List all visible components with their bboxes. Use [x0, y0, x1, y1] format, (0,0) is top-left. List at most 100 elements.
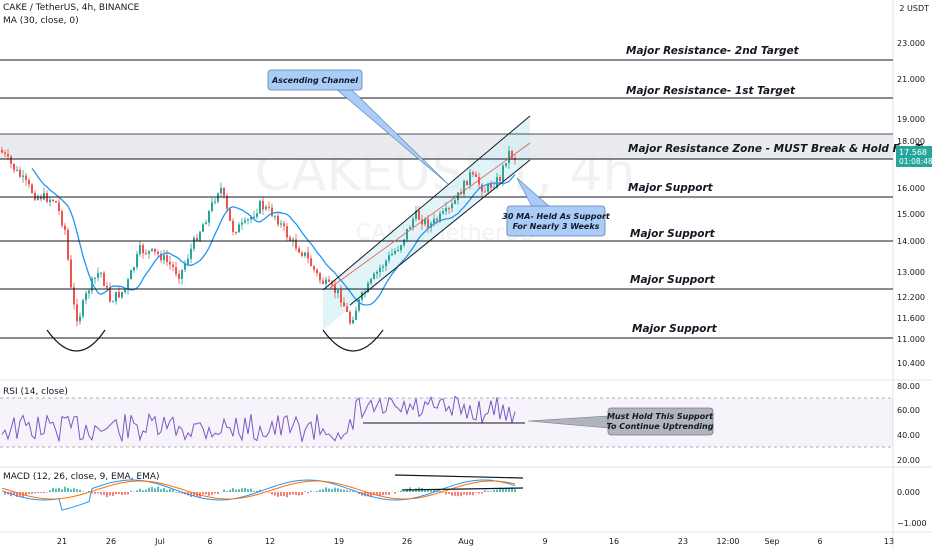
candle-body — [148, 250, 150, 254]
rsi-tick-label: 20.00 — [897, 456, 920, 465]
candle-body — [472, 172, 474, 175]
candle-body — [412, 218, 414, 228]
macd-bar — [247, 489, 249, 492]
time-tick-label: Jul — [154, 537, 165, 546]
candle-body — [67, 229, 69, 260]
price-tag-box — [896, 146, 932, 167]
candle-body — [370, 278, 372, 284]
candle-body — [181, 269, 183, 279]
price-tick-label: 13.000 — [897, 268, 925, 277]
candle-body — [34, 192, 36, 200]
macd-bar — [472, 492, 474, 496]
candle-body — [211, 202, 213, 211]
macd-bar — [337, 488, 339, 492]
resistance-zone[interactable] — [0, 134, 893, 159]
time-axis[interactable]: 21 26 Jul 6 12 19 26 Aug 9 16 23 12:00 Sep 6 13 — [57, 537, 894, 546]
channel-upper-line[interactable] — [322, 115, 531, 291]
macd-bar — [244, 487, 246, 492]
channel-lower-line[interactable] — [349, 159, 531, 306]
ma-legend[interactable]: MA (30, close, 0) — [3, 16, 79, 26]
candle-body — [442, 211, 444, 214]
macd-bar — [94, 492, 96, 494]
macd-bar — [76, 489, 78, 492]
candle-body — [16, 169, 18, 171]
candle-body — [499, 177, 501, 181]
macd-bar — [58, 487, 60, 492]
label-resistance-2: Major Resistance- 2nd Target — [626, 45, 800, 57]
candle-body — [286, 226, 288, 238]
price-tick-label: 19.000 — [897, 115, 925, 124]
candle-body — [223, 187, 225, 196]
candle-body — [280, 223, 282, 225]
candle-body — [202, 224, 204, 232]
channel-mid-line — [329, 142, 531, 289]
candle-body — [400, 245, 402, 251]
macd-bar — [289, 492, 291, 495]
candle-body — [352, 319, 354, 324]
candle-body — [58, 202, 60, 212]
macd-bar — [499, 487, 501, 492]
candle-body — [436, 218, 438, 221]
callout-rsi-support[interactable]: Must Hold This Support To Continue Uptre… — [527, 407, 714, 436]
callout-ascending-channel[interactable]: Ascending Channel — [267, 69, 449, 185]
macd-bar — [253, 490, 255, 492]
price-axis[interactable]: 23.00021.00019.00018.00017.00016.00015.0… — [897, 39, 927, 528]
macd-upper-trendline[interactable] — [394, 474, 524, 479]
rsi-legend[interactable]: RSI (14, close) — [3, 387, 68, 397]
macd-bar — [388, 492, 390, 496]
price-tick-label: 15.000 — [897, 210, 925, 219]
rsi-line — [1, 395, 516, 442]
macd-bar — [352, 491, 354, 492]
candle-body — [469, 172, 471, 186]
macd-bar — [328, 488, 330, 492]
macd-bar — [136, 490, 138, 492]
macd-bar — [310, 490, 312, 492]
macd-legend[interactable]: MACD (12, 26, close, 9, EMA, EMA) — [3, 472, 160, 482]
candle-body — [10, 156, 12, 164]
candle-body — [325, 279, 327, 284]
candle-body — [157, 251, 159, 254]
price-tick-label: 11.600 — [897, 314, 925, 323]
macd-bar — [226, 491, 228, 492]
macd-bar — [445, 492, 447, 495]
symbol-legend[interactable]: CAKE / TetherUS, 4h, BINANCE — [3, 3, 140, 13]
candle-body — [172, 264, 174, 268]
macd-bar — [307, 492, 309, 494]
time-tick-label: 6 — [207, 537, 212, 546]
macd-bar — [496, 489, 498, 492]
macd-bar — [448, 492, 450, 494]
candle-body — [415, 210, 417, 219]
candle-body — [55, 201, 57, 203]
candle-body — [229, 208, 231, 221]
macd-bar — [346, 490, 348, 492]
candle-body — [88, 290, 90, 294]
macd-lower-trendline[interactable] — [401, 487, 524, 491]
macd-bar — [295, 492, 297, 495]
price-tick-label: 12.200 — [897, 293, 925, 302]
macd-bar — [169, 489, 171, 492]
macd-bar — [490, 491, 492, 492]
macd-bar — [286, 492, 288, 498]
callout-ma-support[interactable]: 30 MA- Held As Support For Nearly 3 Week… — [502, 177, 611, 237]
price-tick-label: 16.000 — [897, 184, 925, 193]
candle-body — [349, 311, 351, 324]
candle-body — [283, 223, 285, 227]
macd-bar — [508, 488, 510, 492]
candle-body — [250, 216, 252, 220]
candle-body — [295, 239, 297, 249]
macd-bar — [82, 491, 84, 492]
macd-bar — [166, 490, 168, 492]
candle-body — [142, 245, 144, 254]
price-tick-label: 18.000 — [897, 137, 925, 146]
candle-body — [220, 187, 222, 194]
macd-bar — [67, 488, 69, 492]
macd-bar — [115, 492, 117, 495]
label-resistance-1: Major Resistance- 1st Target — [626, 85, 796, 97]
macd-bar — [487, 491, 489, 492]
candle-body — [505, 162, 507, 166]
macd-bar — [61, 489, 63, 492]
candle-body — [433, 218, 435, 224]
candle-body — [406, 228, 408, 240]
macd-bar — [79, 489, 81, 492]
